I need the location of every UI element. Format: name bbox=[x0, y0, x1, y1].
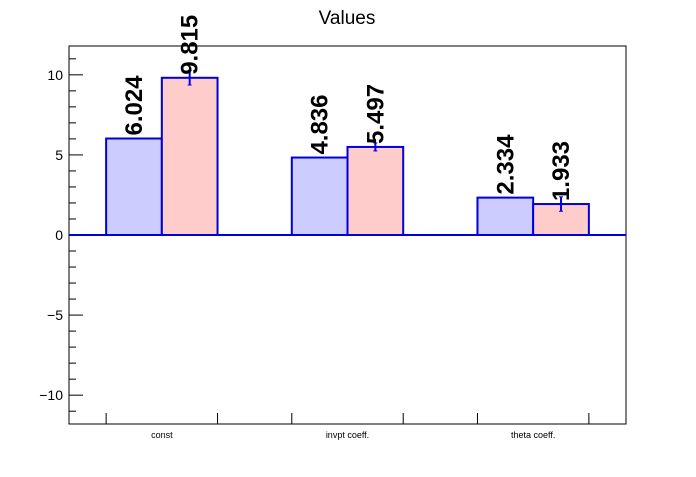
data-label: 4.836 bbox=[307, 94, 334, 154]
x-category-label: theta coeff. bbox=[511, 430, 555, 440]
data-label: 6.024 bbox=[121, 75, 148, 136]
data-label: 5.497 bbox=[362, 84, 389, 144]
bar bbox=[346, 145, 405, 236]
chart-marks: −10 −5 0 5 10 6.024 4.836 2.334 9.815 5.497 1.933 c… bbox=[39, 15, 626, 440]
x-category-label: const bbox=[151, 430, 173, 440]
bar bbox=[105, 137, 163, 236]
x-category-label: invpt coeff. bbox=[326, 430, 369, 440]
bar bbox=[160, 76, 219, 237]
y-tick-label: −10 bbox=[39, 387, 63, 403]
bar bbox=[476, 196, 535, 236]
y-tick-label: 0 bbox=[55, 227, 63, 243]
bar bbox=[290, 156, 349, 237]
y-tick-label: 10 bbox=[47, 67, 63, 83]
y-tick-label: −5 bbox=[47, 307, 63, 323]
chart-title: Values bbox=[319, 8, 376, 29]
data-label: 1.933 bbox=[548, 141, 575, 201]
data-label: 9.815 bbox=[177, 15, 204, 75]
y-tick-label: 5 bbox=[55, 147, 63, 163]
data-label: 2.334 bbox=[492, 134, 519, 195]
